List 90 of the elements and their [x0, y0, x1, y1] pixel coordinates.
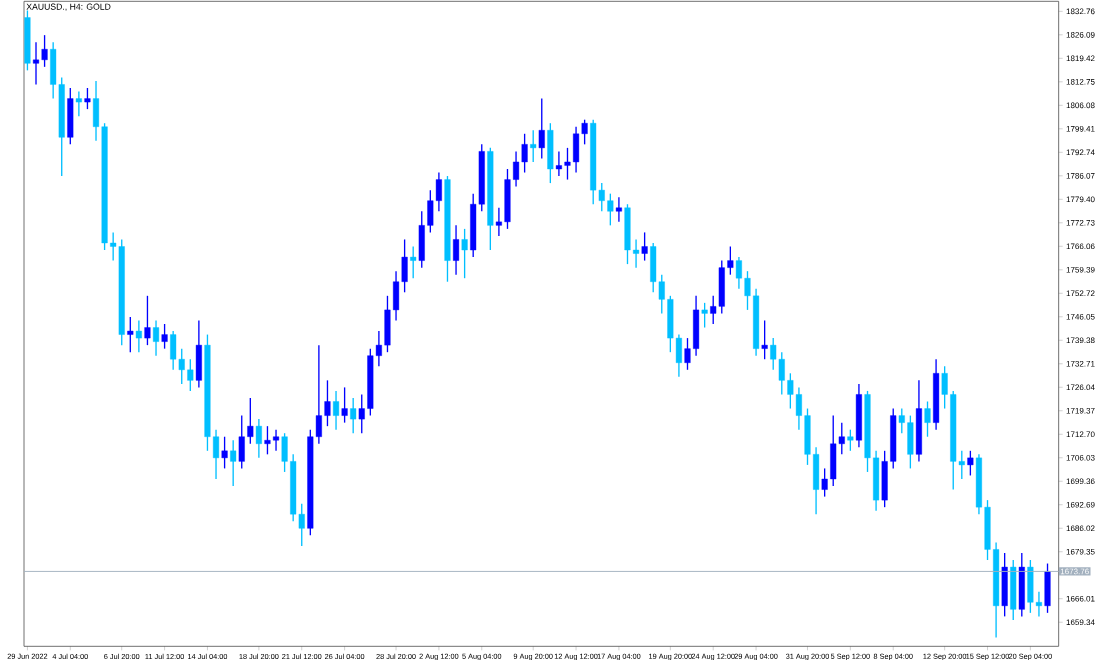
- candlestick: [727, 245, 734, 276]
- candlestick: [761, 319, 768, 360]
- candlestick: [41, 34, 48, 68]
- candlestick: [461, 228, 468, 279]
- candlestick: [135, 319, 142, 353]
- y-tick-label: 1739.38: [1066, 337, 1095, 344]
- candlestick: [924, 400, 931, 438]
- candlestick: [358, 393, 365, 434]
- y-tick-label: 1719.37: [1066, 407, 1095, 414]
- y-tick-label: 1819.42: [1066, 55, 1095, 62]
- candlestick: [1010, 559, 1017, 621]
- candlestick: [187, 358, 194, 392]
- candlestick: [24, 9, 31, 72]
- candlestick: [1044, 562, 1051, 614]
- y-tick-label: 1786.07: [1066, 172, 1095, 179]
- y-tick-label: 1712.70: [1066, 431, 1095, 438]
- candlestick: [75, 90, 82, 117]
- y-tick-label: 1659.34: [1066, 619, 1095, 626]
- candlestick: [230, 439, 237, 487]
- candlestick: [607, 192, 614, 227]
- candlestick: [907, 414, 914, 470]
- candlestick: [701, 302, 708, 329]
- candlestick: [204, 333, 211, 452]
- candlestick: [615, 196, 622, 223]
- candlestick: [273, 429, 280, 452]
- chart-title: XAUUSD., H4: GOLD: [26, 3, 111, 11]
- y-tick-label: 1679.35: [1066, 548, 1095, 555]
- y-tick-label: 1752.72: [1066, 290, 1095, 297]
- candlestick: [804, 407, 811, 466]
- y-tick-label: 1806.08: [1066, 102, 1095, 109]
- y-tick-label: 1692.69: [1066, 501, 1095, 508]
- candlestick: [941, 365, 948, 410]
- y-tick-label: 1686.02: [1066, 525, 1095, 532]
- candlestick: [410, 245, 417, 279]
- candlestick: [641, 231, 648, 262]
- y-tick-label: 1706.03: [1066, 454, 1095, 461]
- candlestick: [444, 175, 451, 283]
- candlestick: [744, 270, 751, 311]
- y-tick-label: 1766.06: [1066, 243, 1095, 250]
- candlestick: [864, 390, 871, 473]
- y-tick-label: 1779.40: [1066, 196, 1095, 203]
- candlestick: [350, 397, 357, 434]
- candlestick: [555, 150, 562, 177]
- candlestick: [967, 450, 974, 477]
- candlestick: [984, 499, 991, 561]
- candlestick: [418, 210, 425, 269]
- candlestick: [221, 436, 228, 470]
- candlestick: [547, 122, 554, 184]
- y-tick-label: 1699.36: [1066, 478, 1095, 485]
- candlestick: [384, 295, 391, 353]
- y-tick-label: 1826.09: [1066, 31, 1095, 38]
- y-tick-label: 1832.76: [1066, 8, 1095, 15]
- candlestick: [1001, 552, 1008, 618]
- y-tick-label: 1732.71: [1066, 360, 1095, 367]
- candlestick: [341, 386, 348, 424]
- candlestick: [821, 467, 828, 498]
- candlestick: [487, 147, 494, 251]
- candlestick: [281, 432, 288, 473]
- candlestick: [238, 414, 245, 470]
- candlestick: [890, 407, 897, 470]
- candlestick: [564, 147, 571, 181]
- candlestick: [161, 323, 168, 350]
- candlestick: [495, 207, 502, 237]
- candlestick: [538, 97, 545, 160]
- candlestick: [684, 337, 691, 371]
- y-tick-label: 1746.05: [1066, 313, 1095, 320]
- candlestick: [84, 87, 91, 110]
- candlestick: [633, 238, 640, 269]
- y-tick-label: 1772.73: [1066, 219, 1095, 226]
- candlestick: [101, 122, 108, 251]
- candlestick: [1018, 552, 1025, 618]
- y-tick-label: 1792.74: [1066, 149, 1095, 156]
- candlestick: [144, 295, 151, 346]
- candlestick: [881, 450, 888, 508]
- y-tick-label: 1799.41: [1066, 125, 1095, 132]
- candlestick: [67, 87, 74, 146]
- y-tick-label: 1666.01: [1066, 595, 1095, 602]
- candlestick: [624, 203, 631, 265]
- ref-line-label: 1673.76: [1060, 568, 1089, 575]
- candlestick: [504, 168, 511, 230]
- y-tick-label: 1726.04: [1066, 384, 1095, 391]
- candlestick: [530, 129, 537, 163]
- y-tick-label: 1759.39: [1066, 266, 1095, 273]
- y-tick-label: 1812.75: [1066, 78, 1095, 85]
- candlestick: [898, 407, 905, 434]
- candlestick: [127, 316, 134, 353]
- candlestick: [247, 397, 254, 445]
- candlestick: [324, 379, 331, 427]
- candlestick: [264, 425, 271, 455]
- candlestick: [847, 429, 854, 452]
